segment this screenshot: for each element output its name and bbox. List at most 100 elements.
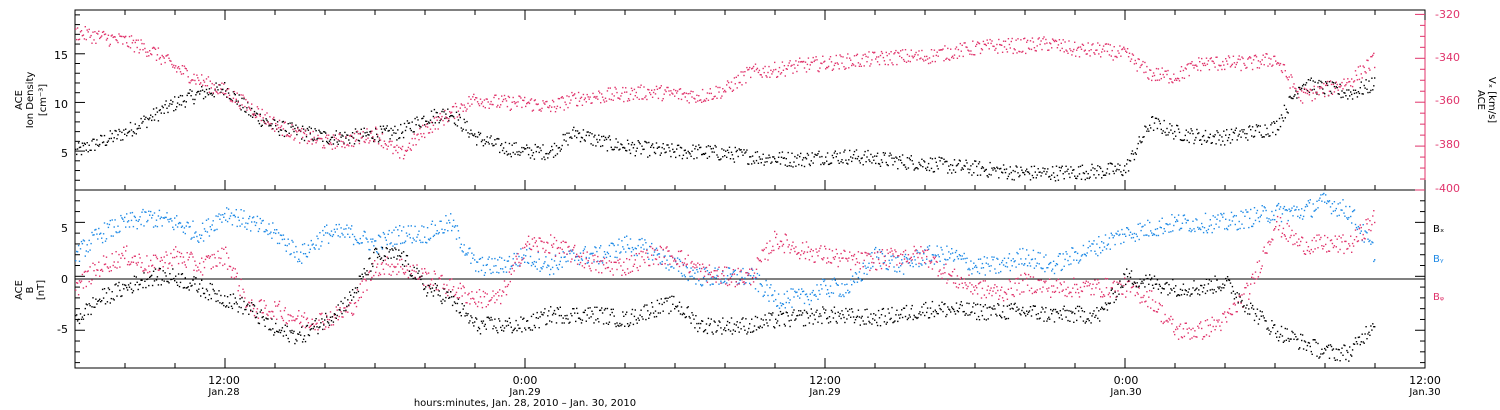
by-point <box>399 225 401 227</box>
ion-density-point <box>617 141 619 143</box>
ion-density-point <box>635 150 637 152</box>
by-point <box>192 220 194 222</box>
bz-point <box>248 301 250 303</box>
bz-point <box>209 255 211 258</box>
by-point <box>763 294 765 296</box>
vx-point <box>694 98 696 100</box>
by-point <box>334 231 336 233</box>
by-point <box>345 228 347 230</box>
ion-density-point <box>759 158 761 160</box>
ion-density-point <box>1368 80 1370 82</box>
bz-point <box>295 318 297 320</box>
vx-point <box>251 113 254 115</box>
by-point <box>637 244 639 247</box>
ion-density-point <box>85 149 87 151</box>
bz-point <box>418 277 420 279</box>
by-point <box>705 280 708 282</box>
ion-density-point <box>662 143 664 145</box>
by-point <box>928 245 931 247</box>
bz-point <box>427 272 430 274</box>
by-point <box>990 265 992 267</box>
bz-point <box>276 305 279 307</box>
vx-point <box>963 42 965 44</box>
by-point <box>890 255 892 258</box>
vx-point <box>983 43 986 45</box>
ion-density-point <box>806 152 809 155</box>
ion-density-point <box>933 170 936 173</box>
by-point <box>484 272 486 274</box>
ion-density-point <box>1273 121 1275 123</box>
bz-point <box>704 270 707 273</box>
ion-density-point <box>1261 136 1263 138</box>
ion-density-point <box>1082 172 1085 174</box>
ion-density-point <box>316 138 318 140</box>
vx-point <box>174 67 176 69</box>
by-point <box>697 271 699 273</box>
bz-point <box>826 257 829 259</box>
ion-density-point <box>701 153 703 156</box>
vx-point <box>892 64 894 66</box>
vx-point <box>288 135 290 138</box>
vx-point <box>962 55 964 58</box>
ion-density-point <box>382 125 385 127</box>
bz-point <box>400 266 402 268</box>
by-point <box>369 249 371 251</box>
ion-density-point <box>1271 122 1273 124</box>
vx-point <box>1248 57 1250 59</box>
ion-density-point <box>1081 164 1084 166</box>
vx-point <box>181 65 184 67</box>
bz-point <box>661 263 663 265</box>
vx-point <box>353 132 356 135</box>
ion-density-point <box>1201 135 1204 138</box>
ion-density-point <box>115 130 117 132</box>
bz-point <box>797 252 799 254</box>
ion-density-point <box>98 145 100 147</box>
ion-density-point <box>206 92 209 94</box>
by-point <box>611 242 613 244</box>
by-point <box>301 262 303 264</box>
bz-point <box>358 297 361 299</box>
ion-density-point <box>1130 153 1133 155</box>
bz-point <box>714 270 716 272</box>
ion-density-point <box>351 132 354 134</box>
bz-point <box>322 321 324 323</box>
ion-density-point <box>1051 166 1054 168</box>
ion-density-point <box>140 117 142 120</box>
by-point <box>584 246 586 248</box>
ion-density-point <box>272 128 274 130</box>
ion-density-point <box>1089 176 1091 178</box>
by-point <box>1023 264 1025 266</box>
by-point <box>443 232 445 234</box>
ion-density-point <box>431 121 434 124</box>
vx-point <box>1224 68 1226 71</box>
vx-point <box>145 51 147 53</box>
ion-density-point <box>403 122 406 125</box>
vx-point <box>985 44 987 47</box>
bz-point <box>245 306 247 308</box>
by-point <box>891 259 893 261</box>
ion-density-point <box>932 171 935 173</box>
vx-point <box>1016 52 1018 54</box>
vx-point <box>1122 48 1124 50</box>
vx-point <box>192 79 194 81</box>
bz-point <box>569 250 571 252</box>
ion-density-point <box>818 150 820 153</box>
ion-density-point <box>268 125 270 127</box>
ion-density-point <box>160 112 162 114</box>
vx-point <box>525 105 527 108</box>
vx-point <box>549 105 551 107</box>
vx-point <box>1026 39 1029 42</box>
vx-point <box>868 51 870 53</box>
by-point <box>1208 225 1211 227</box>
ion-density-point <box>723 149 725 151</box>
ion-density-point <box>651 144 653 147</box>
vx-point <box>712 98 714 100</box>
ion-density-point <box>1198 132 1200 134</box>
ion-density-point <box>890 154 892 156</box>
bz-point <box>763 248 765 251</box>
vx-point <box>931 60 934 63</box>
by-point <box>718 283 720 285</box>
bz-point <box>496 299 498 301</box>
vx-point <box>146 55 148 57</box>
ion-density-point <box>533 158 536 160</box>
